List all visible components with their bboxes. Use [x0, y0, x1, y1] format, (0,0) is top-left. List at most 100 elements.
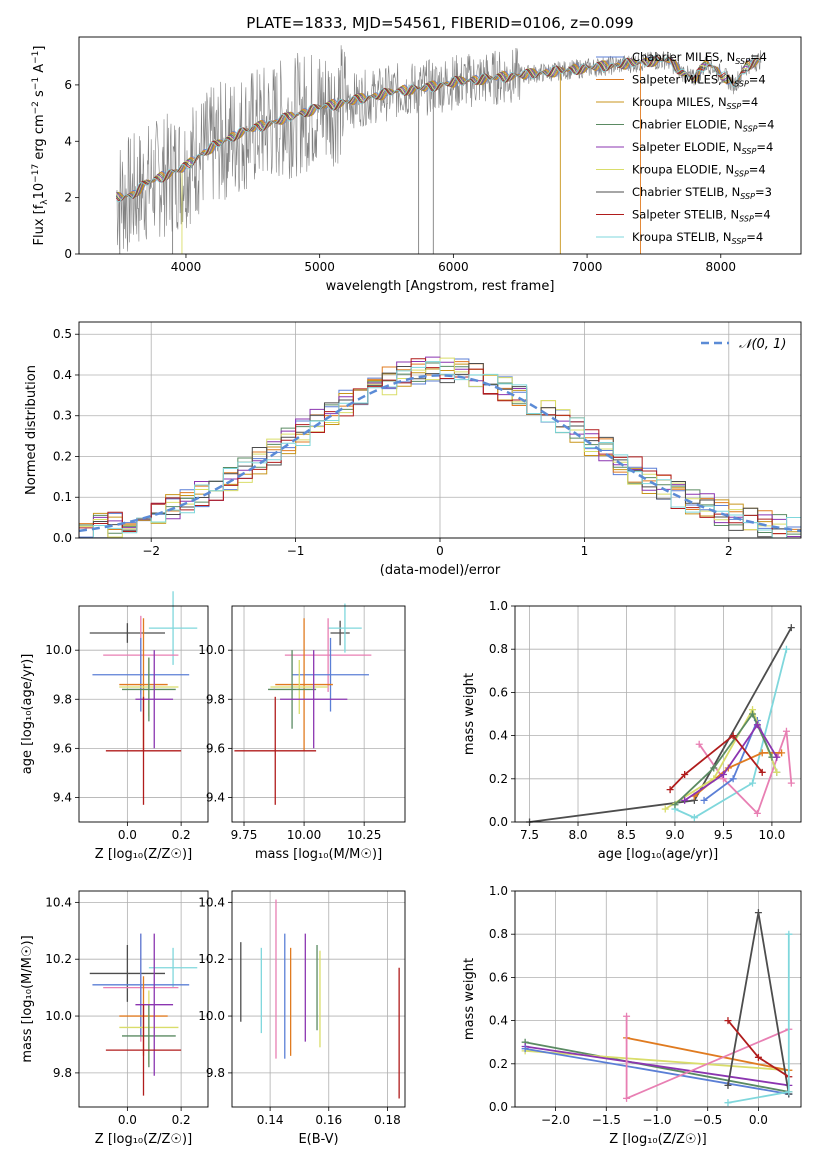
y-tick-label: 2 [64, 191, 72, 205]
x-tick-label: 0.0 [118, 1113, 137, 1127]
legend-subscript: SSP [740, 192, 755, 201]
weight-point-marker [758, 749, 766, 757]
y-tick-label: 9.8 [206, 1066, 225, 1080]
x-tick-label: 2 [725, 544, 733, 558]
x-tick-label: 10.25 [347, 828, 381, 842]
x-tick-label: 10.00 [287, 828, 321, 842]
x-axis-label: wavelength [Angstrom, rest frame] [326, 279, 555, 294]
histogram-plot-area [79, 356, 801, 538]
x-axis-label: E(B-V) [298, 1132, 338, 1147]
legend-subscript: SSP [727, 102, 742, 111]
legend-subscript: SSP [735, 57, 750, 66]
y-axis-label-part: A [32, 64, 47, 77]
y-tick-label: 9.8 [53, 1066, 72, 1080]
weight-point-marker [724, 1081, 732, 1089]
axes-frame [78, 321, 802, 539]
mass-vs-ebv-panel: 0.14 0.16 0.18 9.8 10.0 10.2 10.4 E(B-V) [198, 890, 406, 1147]
y-tick-label: 0.6 [489, 970, 508, 984]
legend-count: =4 [758, 118, 775, 132]
weight-series-line [626, 1037, 789, 1072]
weight-point-marker [681, 796, 689, 804]
y-tick-label: 0.3 [53, 409, 72, 423]
y-tick-label: 9.6 [53, 741, 72, 755]
errorbar-plot-area [89, 933, 198, 1096]
y-tick-label: 0.0 [489, 815, 508, 829]
legend-subscript: SSP [734, 170, 749, 179]
y-tick-label: 9.4 [53, 790, 72, 804]
axes-frame [78, 36, 802, 255]
legend-entry: Kroupa MILES, NSSP=4 [632, 95, 758, 111]
y-tick-label: 0.2 [489, 1057, 508, 1071]
legend-count: =4 [746, 230, 763, 244]
x-tick-label: −1.5 [592, 1113, 621, 1127]
weight-series-line [524, 1047, 789, 1095]
legend-count: =4 [754, 208, 771, 222]
weight-point-marker [773, 753, 781, 761]
legend-count: =4 [749, 73, 766, 87]
weight-point-marker [754, 1053, 762, 1061]
weight-point-marker [729, 775, 737, 783]
weight-point-marker [695, 740, 703, 748]
y-tick-label: 0.4 [53, 368, 72, 382]
legend-entry: Kroupa STELIB, NSSP=4 [632, 230, 763, 246]
y-tick-label: 1.0 [489, 884, 508, 898]
legend-count: =3 [755, 185, 772, 199]
weight-point-marker [758, 768, 766, 776]
errorbar-plot-area [89, 591, 198, 805]
y-tick-label: 0.4 [489, 729, 508, 743]
y-tick-label: 0.2 [53, 449, 72, 463]
weight-plot-area [521, 909, 793, 1107]
weight-point-marker [623, 1012, 631, 1020]
age-vs-metallicity-panel: 0.0 0.2 9.4 9.6 9.8 10.0 Z [log₁₀(Z/Z☉)] age [l… [20, 591, 209, 862]
y-tick-label: 1.0 [489, 599, 508, 613]
legend-model-name: Salpeter STELIB, N [632, 208, 739, 222]
y-tick-label: 10.2 [198, 952, 225, 966]
weight-point-marker [785, 1088, 793, 1096]
legend-count: =4 [756, 140, 773, 154]
weight-point-marker [681, 770, 689, 778]
weight-point-marker [787, 779, 795, 787]
y-tick-label: 9.4 [206, 790, 225, 804]
weight-point-marker [753, 721, 761, 729]
weight-point-marker [753, 809, 761, 817]
weight-point-marker [754, 909, 762, 917]
weight-point-marker [690, 814, 698, 822]
y-axis-label-part: erg cm [32, 114, 47, 163]
legend-count: =4 [749, 163, 766, 177]
y-tick-label: 0.5 [53, 327, 72, 341]
y-tick-label: 0.8 [489, 642, 508, 656]
x-tick-label: 8000 [706, 260, 737, 274]
age-vs-mass-panel: 9.75 10.00 10.25 9.4 9.6 9.8 10.0 mass [log₁₀(M… [198, 603, 406, 862]
weight-series-line [524, 1041, 789, 1093]
weight-series-line [525, 1049, 789, 1072]
histogram-step-series [79, 361, 801, 538]
y-tick-label: 0.1 [53, 490, 72, 504]
weight-series-line [529, 627, 793, 823]
weight-point-marker [623, 1094, 631, 1102]
axes-frame [78, 605, 209, 823]
x-axis-label: (data-model)/error [380, 563, 501, 578]
legend-entry: 𝒩(0, 1) [739, 337, 786, 352]
y-tick-label: 9.6 [206, 741, 225, 755]
y-tick-label: 0.0 [53, 531, 72, 545]
weight-point-marker [778, 749, 786, 757]
x-tick-label: 7.5 [520, 828, 539, 842]
legend-model-name: Salpeter MILES, N [632, 73, 734, 87]
weight-vs-age-panel: 7.5 8.0 8.5 9.0 9.5 10.0 0.0 0.2 0.4 0.6 0.8 1.0 age… [462, 599, 802, 862]
weight-point-marker [661, 805, 669, 813]
y-tick-label: 0 [64, 247, 72, 261]
x-tick-label: −2.0 [541, 1113, 570, 1127]
x-tick-label: 0.18 [374, 1113, 401, 1127]
weight-point-marker [785, 930, 793, 938]
errorbar-plot-area [240, 899, 400, 1099]
x-tick-label: 0.2 [172, 828, 191, 842]
y-axis-label-part: −1 [31, 51, 41, 64]
legend-count: =4 [741, 95, 758, 109]
weight-point-marker [710, 764, 718, 772]
x-tick-label: 5000 [304, 260, 335, 274]
legend-model-name: Chabrier ELODIE, N [632, 118, 743, 132]
y-tick-label: 0.6 [489, 685, 508, 699]
weight-point-marker [773, 768, 781, 776]
y-tick-label: 0.0 [489, 1100, 508, 1114]
y-axis-label: mass weight [462, 673, 477, 755]
